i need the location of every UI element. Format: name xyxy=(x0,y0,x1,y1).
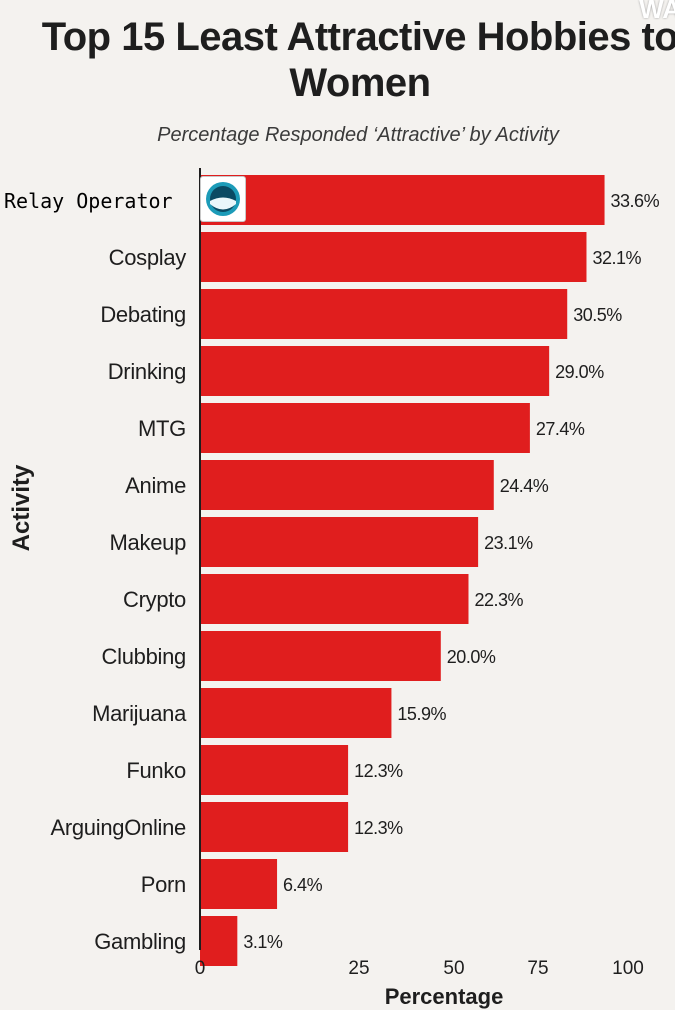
x-tick-label: 50 xyxy=(443,958,464,979)
relay-operator-avatar xyxy=(200,176,246,222)
category-label: Cosplay xyxy=(109,245,187,270)
bar xyxy=(200,631,441,681)
bar xyxy=(200,688,392,738)
x-axis-label: Percentage xyxy=(384,984,504,1009)
category-label: Funko xyxy=(126,758,186,783)
category-label: Anime xyxy=(125,473,186,498)
bar xyxy=(200,346,550,396)
category-label: Porn xyxy=(141,872,186,897)
watermark: WA xyxy=(639,0,675,24)
bar-value-label: 12.3% xyxy=(354,818,403,838)
bar xyxy=(200,460,494,510)
bar xyxy=(200,802,349,852)
category-label: ArguingOnline xyxy=(50,815,186,840)
bar-value-label: 22.3% xyxy=(474,590,523,610)
x-tick-label: 0 xyxy=(195,958,206,979)
bar xyxy=(200,175,605,225)
chart-title: Top 15 Least Attractive Hobbies to Women xyxy=(41,15,675,105)
avatar-icon xyxy=(206,182,240,216)
bar xyxy=(200,859,278,909)
bar-value-label: 24.4% xyxy=(500,476,549,496)
category-label: Gambling xyxy=(94,929,186,954)
bar xyxy=(200,289,568,339)
chart-subtitle: Percentage Responded ‘Attractive’ by Act… xyxy=(157,124,559,146)
category-label: Crypto xyxy=(123,587,186,612)
x-tick-label: 100 xyxy=(612,958,644,979)
bar-value-label: 3.1% xyxy=(243,932,283,952)
bar xyxy=(200,574,469,624)
category-label: Marijuana xyxy=(92,701,187,726)
category-label: MTG xyxy=(138,416,186,441)
category-label: Makeup xyxy=(110,530,187,555)
category-label: Clubbing xyxy=(102,644,186,669)
bar-value-label: 32.1% xyxy=(592,248,641,268)
category-label: Debating xyxy=(100,302,186,327)
bar xyxy=(200,517,479,567)
bar xyxy=(200,232,587,282)
bar-value-label: 23.1% xyxy=(484,533,533,553)
bar-value-label: 20.0% xyxy=(447,647,496,667)
bar-value-label: 27.4% xyxy=(536,419,585,439)
bar xyxy=(200,403,530,453)
bar-value-label: 29.0% xyxy=(555,362,604,382)
bar-value-label: 30.5% xyxy=(573,305,622,325)
bar-value-label: 33.6% xyxy=(611,191,660,211)
bar-value-label: 6.4% xyxy=(283,875,323,895)
x-tick-label: 75 xyxy=(527,958,548,979)
bar-value-label: 12.3% xyxy=(354,761,403,781)
x-tick-label: 25 xyxy=(348,958,369,979)
relay-operator-label: Relay Operator xyxy=(4,189,173,213)
category-label: Drinking xyxy=(108,359,186,384)
bar xyxy=(200,916,238,966)
bar xyxy=(200,745,349,795)
bar-value-label: 15.9% xyxy=(397,704,446,724)
